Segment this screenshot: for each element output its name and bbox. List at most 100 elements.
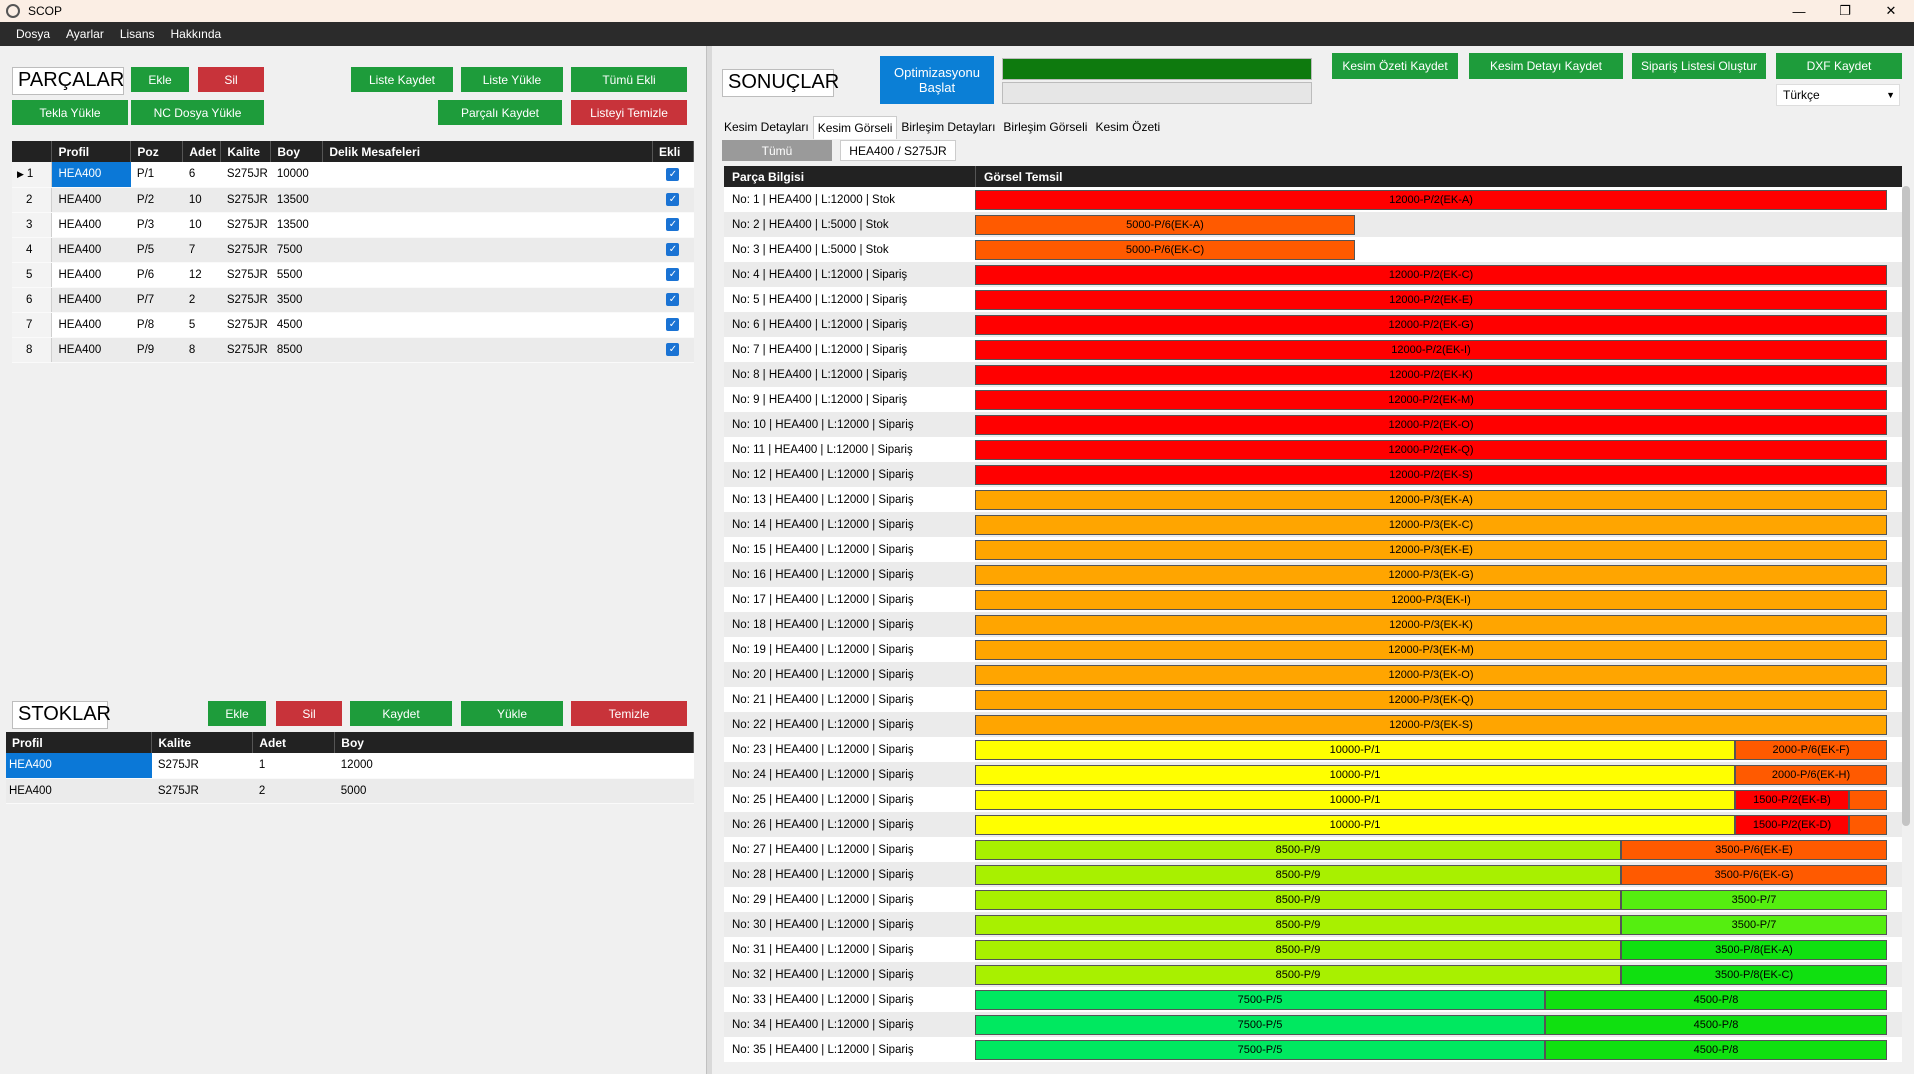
clear-list-button[interactable]: Listeyi Temizle [571,100,687,125]
result-row[interactable]: No: 7 | HEA400 | L:12000 | Sipariş 12000-… [724,337,1902,362]
result-row[interactable]: No: 30 | HEA400 | L:12000 | Sipariş 8500-… [724,912,1902,937]
cut-segment[interactable]: 3500-P/6(EK-G) [1621,864,1887,885]
cell-poz[interactable]: P/6 [130,262,183,288]
cut-segment[interactable]: 12000-P/2(EK-A) [975,189,1887,210]
cut-segment[interactable]: 8500-P/9 [975,914,1621,935]
col-poz[interactable]: Poz [130,141,184,162]
maximize-button[interactable]: ❐ [1839,3,1851,18]
cut-segment[interactable] [1849,789,1887,810]
cut-segment[interactable]: 8500-P/9 [975,839,1621,860]
result-row[interactable]: No: 14 | HEA400 | L:12000 | Sipariş 12000… [724,512,1902,537]
tab-join-visual[interactable]: Birleşim Görseli [1003,120,1088,134]
result-row[interactable]: No: 22 | HEA400 | L:12000 | Sipariş 12000… [724,712,1902,737]
cut-segment[interactable]: 5000-P/6(EK-C) [975,239,1355,260]
cell-profil[interactable]: HEA400 [51,212,131,238]
cut-segment[interactable]: 8500-P/9 [975,864,1621,885]
cut-segment[interactable]: 12000-P/3(EK-S) [975,714,1887,735]
cell-poz[interactable]: P/7 [130,287,183,313]
menu-lisans[interactable]: Lisans [119,27,155,41]
cell-adet[interactable]: 8 [182,337,221,363]
table-row[interactable]: 6 HEA400 P/7 2 S275JR 3500 ✓ [12,287,694,313]
language-select[interactable]: Türkçe ▼ [1776,84,1900,106]
cell-delik[interactable] [322,237,653,263]
cut-segment[interactable]: 12000-P/2(EK-S) [975,464,1887,485]
save-parts-button[interactable]: Parçalı Kaydet [438,100,562,125]
result-row[interactable]: No: 31 | HEA400 | L:12000 | Sipariş 8500-… [724,937,1902,962]
result-row[interactable]: No: 3 | HEA400 | L:5000 | Stok 5000-P/6(E… [724,237,1902,262]
result-row[interactable]: No: 15 | HEA400 | L:12000 | Sipariş 12000… [724,537,1902,562]
stock-cell-boy[interactable]: 5000 [334,778,694,804]
result-row[interactable]: No: 21 | HEA400 | L:12000 | Sipariş 12000… [724,687,1902,712]
row-header[interactable]: 6 [12,287,53,313]
row-header[interactable]: 5 [12,262,53,288]
stocks-save-button[interactable]: Kaydet [350,701,452,726]
cut-segment[interactable]: 10000-P/1 [975,739,1735,760]
cut-segment[interactable]: 12000-P/3(EK-A) [975,489,1887,510]
subtab-hea400[interactable]: HEA400 / S275JR [840,140,956,161]
cut-segment[interactable]: 1500-P/2(EK-D) [1735,814,1849,835]
cell-poz[interactable]: P/9 [130,337,183,363]
cut-segment[interactable]: 4500-P/8 [1545,1014,1887,1035]
stock-col-boy[interactable]: Boy [334,732,694,753]
menu-dosya[interactable]: Dosya [16,27,51,41]
stocks-add-button[interactable]: Ekle [208,701,266,726]
result-row[interactable]: No: 27 | HEA400 | L:12000 | Sipariş 8500-… [724,837,1902,862]
cut-segment[interactable]: 7500-P/5 [975,1039,1545,1060]
cut-segment[interactable]: 12000-P/3(EK-M) [975,639,1887,660]
cell-boy[interactable]: 13500 [270,212,323,238]
cut-segment[interactable]: 1500-P/2(EK-B) [1735,789,1849,810]
result-row[interactable]: No: 35 | HEA400 | L:12000 | Sipariş 7500-… [724,1037,1902,1062]
cell-poz[interactable]: P/5 [130,237,183,263]
cell-ekli[interactable]: ✓ [652,312,694,338]
cut-segment[interactable]: 3500-P/7 [1621,914,1887,935]
minimize-button[interactable]: — [1792,3,1806,19]
cell-kalite[interactable]: S275JR [220,162,271,188]
cut-segment[interactable]: 3500-P/8(EK-C) [1621,964,1887,985]
table-row[interactable]: 2 HEA400 P/2 10 S275JR 13500 ✓ [12,187,694,213]
row-header[interactable]: 3 [12,212,53,238]
stock-cell-boy[interactable]: 12000 [334,753,694,779]
save-list-button[interactable]: Liste Kaydet [351,67,453,92]
cut-segment[interactable]: 12000-P/2(EK-C) [975,264,1887,285]
cut-segment[interactable]: 12000-P/3(EK-G) [975,564,1887,585]
row-header[interactable]: 8 [12,337,53,363]
result-row[interactable]: No: 6 | HEA400 | L:12000 | Sipariş 12000-… [724,312,1902,337]
cell-boy[interactable]: 7500 [270,237,323,263]
stock-col-adet[interactable]: Adet [252,732,336,753]
stocks-load-button[interactable]: Yükle [461,701,563,726]
cell-boy[interactable]: 3500 [270,287,323,313]
cut-segment[interactable]: 12000-P/3(EK-Q) [975,689,1887,710]
save-cut-summary-button[interactable]: Kesim Özeti Kaydet [1332,53,1458,79]
result-row[interactable]: No: 32 | HEA400 | L:12000 | Sipariş 8500-… [724,962,1902,987]
cut-segment[interactable]: 10000-P/1 [975,789,1735,810]
tab-cut-visual[interactable]: Kesim Görseli [812,116,898,139]
col-profil[interactable]: Profil [51,141,132,162]
result-row[interactable]: No: 10 | HEA400 | L:12000 | Sipariş 12000… [724,412,1902,437]
cell-adet[interactable]: 2 [182,287,221,313]
result-row[interactable]: No: 12 | HEA400 | L:12000 | Sipariş 12000… [724,462,1902,487]
cell-profil[interactable]: HEA400 [51,187,131,213]
table-row[interactable]: 4 HEA400 P/5 7 S275JR 7500 ✓ [12,237,694,263]
result-row[interactable]: No: 25 | HEA400 | L:12000 | Sipariş 10000… [724,787,1902,812]
result-row[interactable]: No: 5 | HEA400 | L:12000 | Sipariş 12000-… [724,287,1902,312]
stocks-delete-button[interactable]: Sil [276,701,342,726]
row-header[interactable]: 2 [12,187,53,213]
cell-poz[interactable]: P/8 [130,312,183,338]
cell-adet[interactable]: 12 [182,262,221,288]
table-row[interactable]: HEA400 S275JR 2 5000 [6,778,694,804]
stock-cell-adet[interactable]: 2 [252,778,335,804]
cell-kalite[interactable]: S275JR [220,237,271,263]
cell-kalite[interactable]: S275JR [220,187,271,213]
stock-col-kalite[interactable]: Kalite [151,732,254,753]
cell-kalite[interactable]: S275JR [220,262,271,288]
table-row[interactable]: 7 HEA400 P/8 5 S275JR 4500 ✓ [12,312,694,338]
cell-profil[interactable]: HEA400 [51,237,131,263]
cut-segment[interactable]: 12000-P/2(EK-I) [975,339,1887,360]
menu-ayarlar[interactable]: Ayarlar [66,27,104,41]
tab-join-details[interactable]: Birleşim Detayları [901,120,996,134]
result-row[interactable]: No: 8 | HEA400 | L:12000 | Sipariş 12000-… [724,362,1902,387]
result-row[interactable]: No: 9 | HEA400 | L:12000 | Sipariş 12000-… [724,387,1902,412]
cell-ekli[interactable]: ✓ [652,237,694,263]
col-ekli[interactable]: Ekli [652,141,695,162]
result-row[interactable]: No: 17 | HEA400 | L:12000 | Sipariş 12000… [724,587,1902,612]
